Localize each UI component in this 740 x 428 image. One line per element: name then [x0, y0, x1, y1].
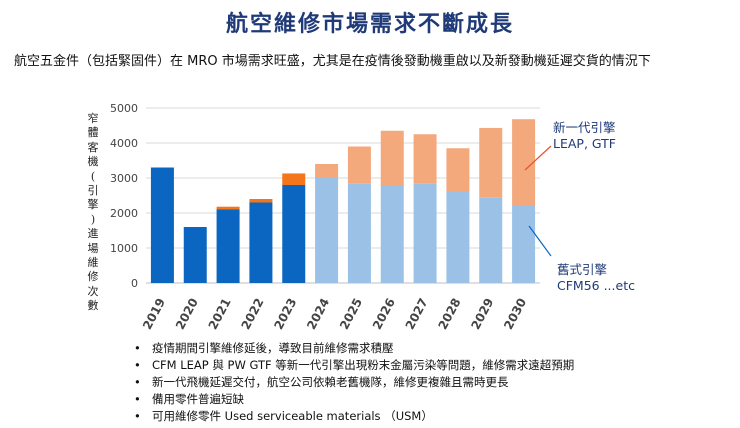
- legend-pointer-new: [524, 145, 552, 171]
- bullet-item: 疫情期間引擎維修延後，導致目前維修需求積壓: [130, 340, 574, 357]
- x-tick-label: 2021: [206, 296, 234, 332]
- bullet-list: 疫情期間引擎維修延後，導致目前維修需求積壓 CFM LEAP 與 PW GTF …: [130, 340, 574, 425]
- x-tick-label: 2028: [436, 296, 464, 332]
- page-title: 航空維修市場需求不斷成長: [225, 11, 514, 37]
- y-tick-label: 5000: [110, 102, 138, 115]
- bar-old-engine: [413, 183, 437, 283]
- bar-new-engine: [347, 146, 371, 184]
- y-axis-label-text: 窄體客機(引擎) 進場維修次數: [87, 112, 99, 313]
- bar-new-engine: [380, 130, 404, 185]
- x-tick-label: 2030: [501, 296, 529, 332]
- y-tick-label: 3000: [110, 172, 138, 185]
- legend-old-engines: 舊式引擎 CFM56 ...etc: [557, 262, 635, 294]
- bar-new-engine: [512, 119, 536, 206]
- bar-old-engine: [347, 183, 371, 283]
- y-tick-label: 1000: [110, 242, 138, 255]
- x-tick-label: 2029: [468, 296, 496, 332]
- x-tick-label: 2020: [173, 296, 201, 332]
- bar-new-engine: [282, 173, 306, 185]
- bar-new-engine: [446, 148, 470, 192]
- legend-old-label-1: 舊式引擎: [557, 262, 608, 277]
- bar-new-engine: [249, 199, 273, 203]
- bar-new-engine: [479, 127, 503, 198]
- bar-old-engine: [315, 178, 339, 283]
- bar-old-engine: [150, 167, 174, 283]
- x-tick-label: 2022: [239, 296, 267, 332]
- x-tick-label: 2024: [304, 296, 332, 332]
- x-tick-label: 2023: [271, 296, 299, 332]
- x-tick-label: 2027: [403, 296, 431, 332]
- bar-old-engine: [479, 197, 503, 283]
- bar-old-engine: [216, 209, 240, 283]
- y-tick-label: 0: [131, 277, 138, 290]
- legend-new-engines: 新一代引擎 LEAP, GTF: [553, 120, 616, 152]
- bullet-item: 新一代飛機延遲交付，航空公司依賴老舊機隊，維修更複雜且需時更長: [130, 374, 574, 391]
- legend-pointer-old: [528, 225, 552, 257]
- bar-old-engine: [249, 202, 273, 283]
- x-tick-label: 2026: [370, 296, 398, 332]
- legend-new-label-2: LEAP, GTF: [553, 136, 616, 151]
- bar-old-engine: [512, 206, 536, 283]
- bar-old-engine: [380, 185, 404, 283]
- page-subtitle: 航空五金件（包括緊固件）在 MRO 市場需求旺盛，尤其是在疫情後發動機重啟以及新…: [14, 54, 651, 69]
- bar-old-engine: [183, 227, 207, 283]
- bar-old-engine: [446, 192, 470, 283]
- x-tick-label: 2019: [140, 296, 168, 332]
- legend-new-label-1: 新一代引擎: [553, 120, 616, 135]
- y-axis-label: 窄體客機(引擎) 進場維修次數: [86, 112, 100, 314]
- bullet-item: CFM LEAP 與 PW GTF 等新一代引擎出現粉末金屬污染等問題，維修需求…: [130, 357, 574, 374]
- y-tick-label: 4000: [110, 137, 138, 150]
- bar-new-engine: [413, 134, 437, 184]
- x-tick-label: 2025: [337, 296, 365, 332]
- bar-old-engine: [282, 185, 306, 283]
- y-tick-label: 2000: [110, 207, 138, 220]
- bar-new-engine: [216, 206, 240, 210]
- bullet-item: 備用零件普遍短缺: [130, 391, 574, 408]
- legend-old-label-2: CFM56 ...etc: [557, 278, 635, 293]
- bar-new-engine: [315, 164, 339, 178]
- bullet-item: 可用維修零件 Used serviceable materials （USM）: [130, 408, 574, 425]
